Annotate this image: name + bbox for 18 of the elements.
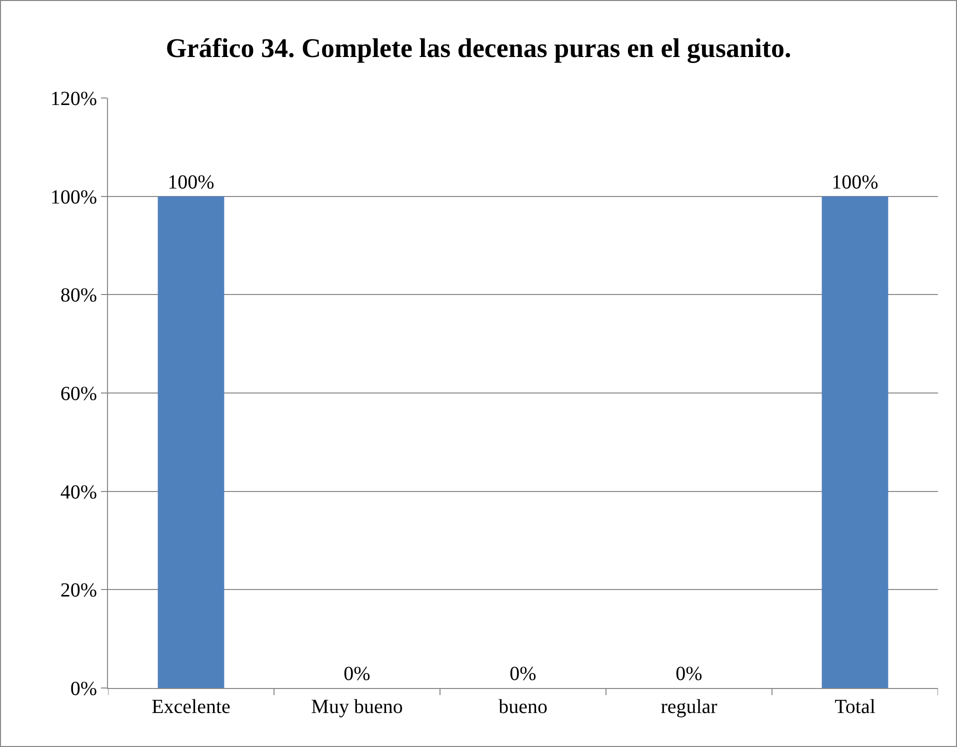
y-tick-label: 100% — [50, 186, 97, 208]
x-tick-label: Excelente — [152, 696, 231, 718]
data-label: 0% — [344, 663, 370, 685]
data-label: 100% — [168, 171, 214, 194]
y-tick-label: 120% — [50, 88, 97, 110]
y-tick-label: 20% — [60, 580, 97, 602]
y-tick-label: 80% — [60, 284, 97, 307]
y-tick-label: 0% — [70, 678, 97, 700]
x-tick-label: Total — [834, 696, 876, 718]
y-tick-label: 40% — [60, 481, 97, 504]
data-label: 0% — [676, 663, 702, 685]
x-tick-label: Muy bueno — [311, 696, 403, 718]
x-tick-label: bueno — [498, 696, 548, 718]
x-tick-label: regular — [660, 696, 718, 718]
y-tick-label: 60% — [60, 383, 97, 405]
data-label: 0% — [510, 663, 536, 685]
chart-title: Gráfico 34. Complete las decenas puras en el gusanito. — [166, 33, 792, 64]
data-label: 100% — [832, 171, 878, 194]
